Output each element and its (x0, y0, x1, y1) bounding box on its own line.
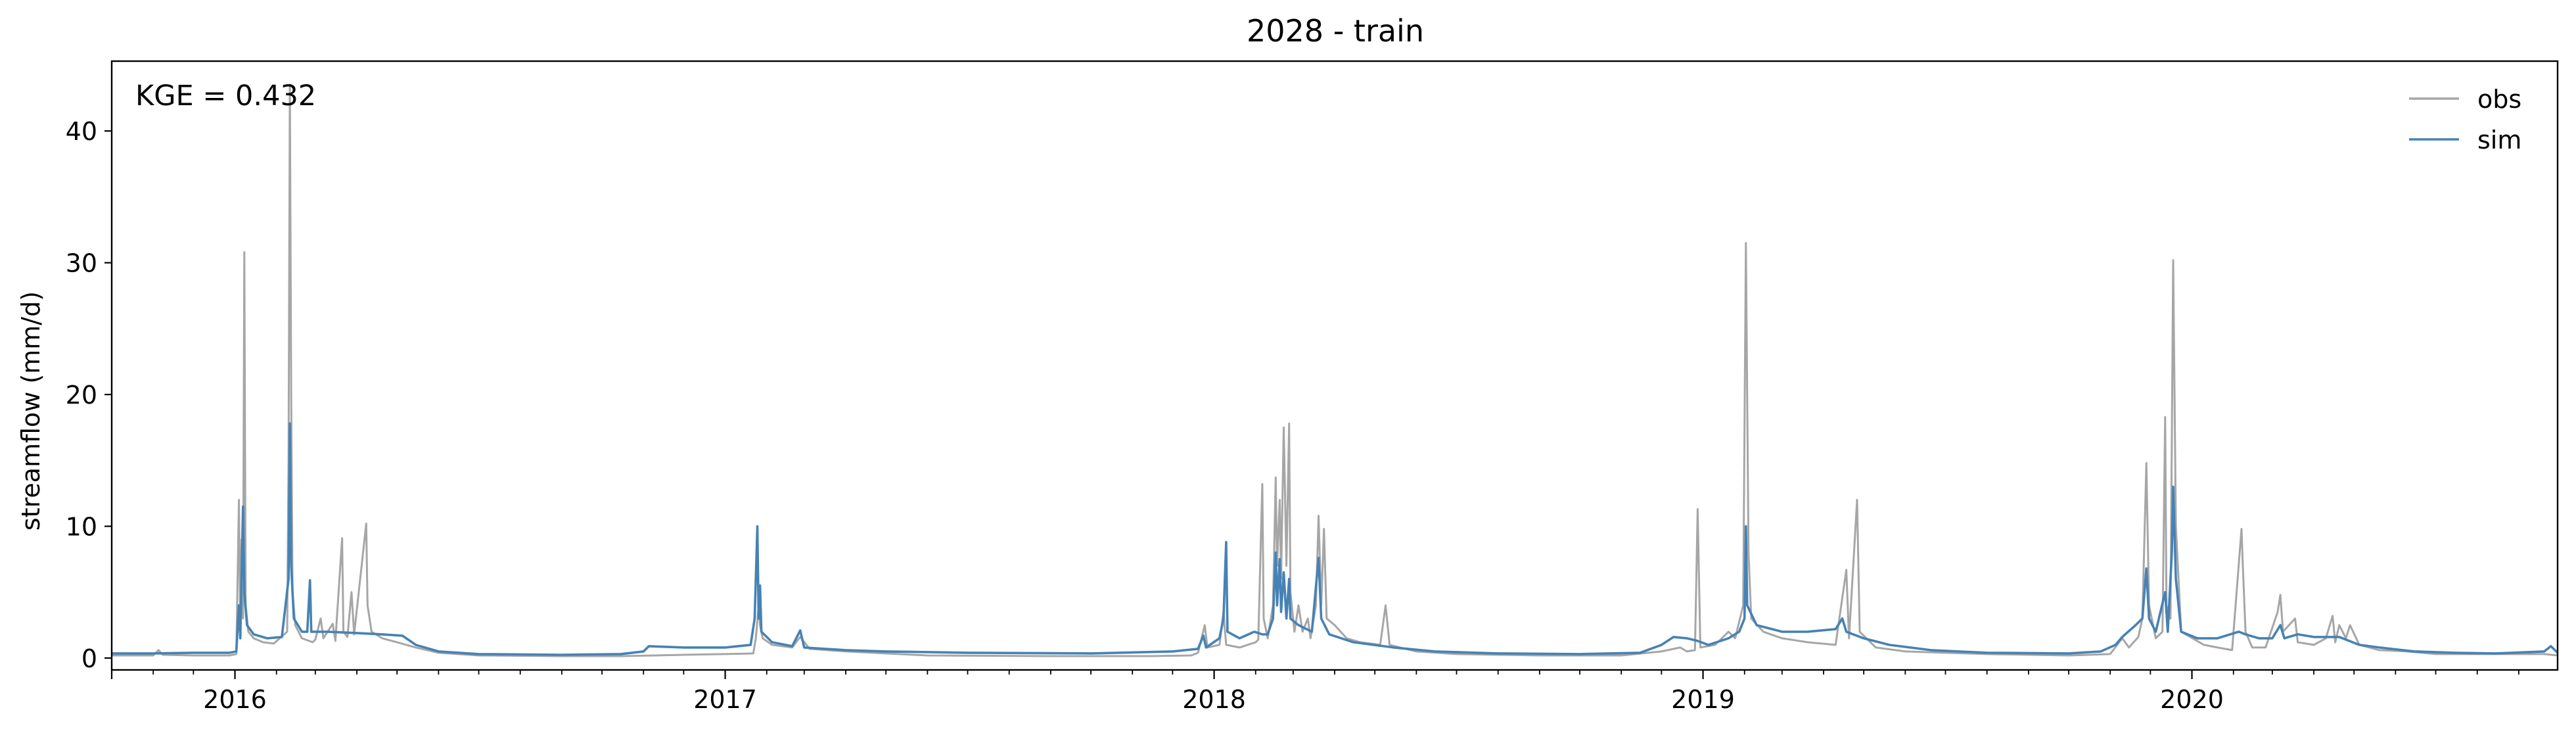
x-tick-label: 2020 (2160, 685, 2224, 714)
x-tick-label: 2017 (693, 685, 757, 714)
x-tick-label: 2018 (1182, 685, 1246, 714)
y-tick-label: 40 (66, 117, 97, 146)
y-axis-label: streamflow (mm/d) (16, 291, 45, 531)
plot-area (112, 83, 2558, 657)
x-tick-label: 2016 (203, 685, 267, 714)
x-tick-label: 2019 (1671, 685, 1735, 714)
y-tick-label: 10 (66, 513, 97, 542)
legend-label-sim: sim (2477, 126, 2521, 154)
legend-label-obs: obs (2477, 85, 2521, 114)
series-line-obs (112, 83, 2558, 657)
kge-annotation: KGE = 0.432 (135, 80, 316, 112)
y-axis: 0 10 20 30 40 (66, 117, 112, 673)
y-tick-label: 0 (81, 644, 97, 673)
series-layer (112, 83, 2558, 657)
series-line-sim (112, 422, 2558, 656)
plot-frame (110, 60, 2559, 671)
legend: obs sim (2409, 85, 2521, 154)
y-tick-label: 20 (66, 381, 97, 410)
y-tick-label: 30 (66, 249, 97, 278)
x-axis: 2016 2017 2018 2019 2020 (110, 670, 2519, 714)
chart-title: 2028 - train (1247, 13, 1424, 49)
